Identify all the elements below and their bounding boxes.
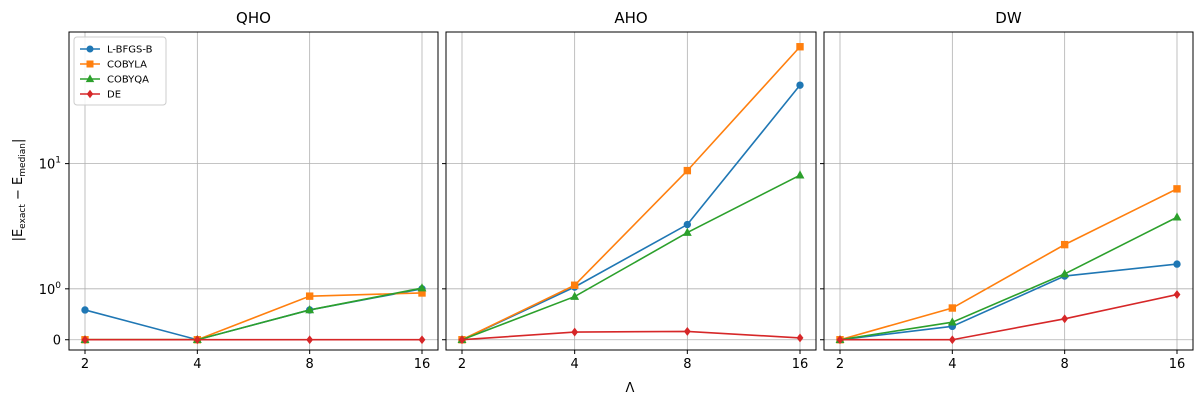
y-tick-label: 101 [39,156,61,173]
y-axis-label-sub1: exact [18,204,28,229]
data-point [795,170,805,179]
data-point [796,43,804,51]
x-tick-label: 8 [683,357,691,372]
series-de [836,290,1181,345]
data-point [683,326,691,336]
x-tick-label: 4 [948,357,956,372]
series-line [461,330,801,341]
x-tick-label: 8 [1061,357,1069,372]
series-line [839,188,1178,341]
data-point [570,291,580,300]
legend-label: COBYLA [107,60,147,71]
data-point [305,292,314,300]
series-de [81,335,426,345]
data-point [836,335,844,345]
panel-frame [445,31,817,351]
x-tick-label: 16 [414,357,431,372]
series-line [461,174,801,341]
data-point [1172,212,1182,221]
panels: QHO 2 4 8 16 0 100 101 L-BFGS-B COBYLA COBYQA DE AHO… [39,9,1194,372]
legend-label: COBYQA [107,75,149,86]
x-axis-label: Λ [626,381,635,396]
y-tick-label: 100 [39,281,62,298]
legend-label: L-BFGS-B [107,45,153,56]
x-tick-label: 2 [458,357,466,372]
x-tick-label: 4 [193,357,201,372]
data-point [81,306,89,314]
x-tick-label: 2 [81,357,89,372]
data-point [570,281,579,289]
data-point [683,166,692,175]
panel-title: QHO [236,9,271,27]
data-point [948,335,956,345]
data-point [418,335,426,345]
panel-frame [823,31,1194,351]
data-point [458,335,466,345]
data-point [796,81,804,89]
data-point [571,327,579,337]
data-point [86,45,94,53]
data-point [193,335,201,345]
data-point [417,283,427,292]
data-point [81,335,89,345]
data-point [86,89,94,99]
data-point [683,220,692,229]
y-axis-label: |Eexact − Emedian| [11,139,28,242]
x-tick-label: 8 [306,357,314,372]
legend-label: DE [107,90,121,101]
panel-dw: DW 2 4 8 16 [820,9,1194,372]
panel-qho: QHO 2 4 8 16 0 100 101 L-BFGS-B COBYLA COBYQA DE [39,9,439,372]
panel-aho: AHO 2 4 8 16 [442,9,817,372]
series-line [839,263,1178,341]
series-line [839,216,1178,341]
y-axis-label-end: | [11,139,26,143]
x-tick-label: 2 [836,357,844,372]
series-de [458,326,804,345]
data-point [1173,185,1181,193]
panel-title: AHO [614,9,647,27]
x-tick-label: 16 [792,357,809,372]
data-point [306,335,314,345]
data-point [1060,240,1069,249]
series-line [840,293,1178,341]
data-point [86,60,94,68]
data-point [1173,290,1181,299]
x-tick-label: 16 [1169,357,1186,372]
data-point [947,317,957,326]
y-axis-label-sub2: median [18,143,28,177]
data-point [796,333,804,343]
data-point [1061,314,1069,324]
panel-title: DW [995,9,1022,27]
y-axis-label-base: |E [11,229,26,242]
y-tick-label: 0 [53,334,61,349]
data-point [682,227,692,236]
data-point [1173,260,1181,268]
y-axis-label-mid: − E [11,177,26,204]
legend-box [73,36,167,106]
data-point [1060,269,1070,278]
panel-frame [68,31,439,351]
x-tick-label: 4 [571,357,579,372]
data-point [85,74,95,83]
data-point [305,305,315,314]
series-line [461,46,801,341]
legend: L-BFGS-B COBYLA COBYQA DE [73,36,167,106]
data-point [948,304,957,312]
